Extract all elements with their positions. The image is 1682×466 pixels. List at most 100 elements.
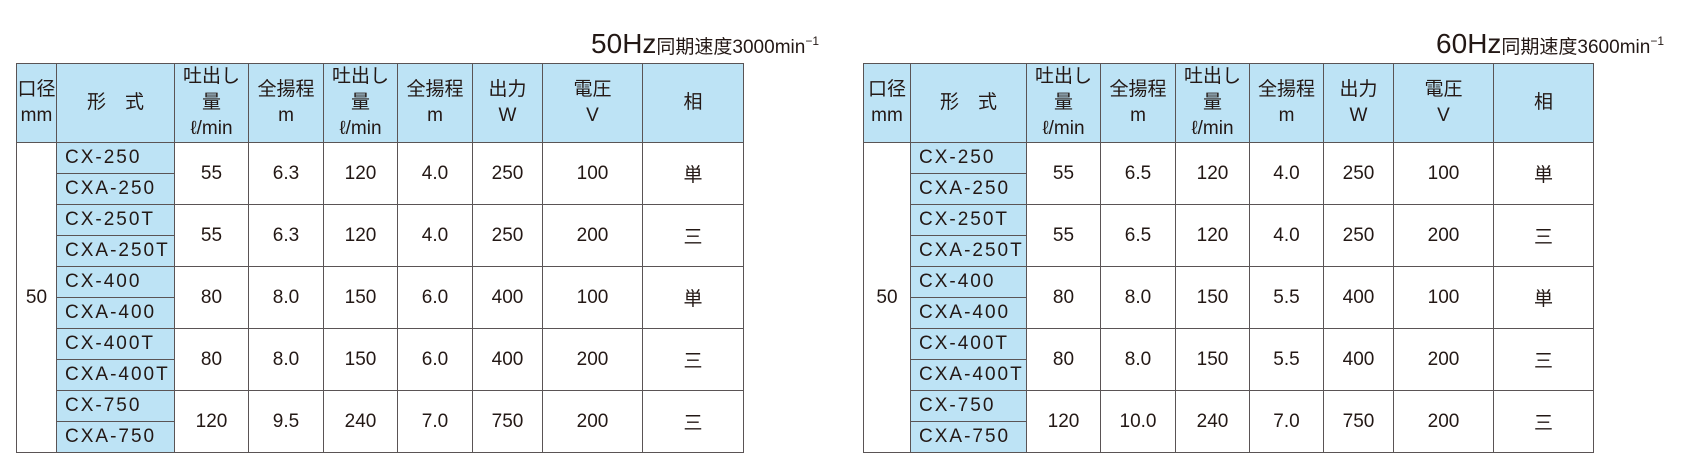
output-cell: 400	[1323, 328, 1394, 391]
output-cell: 250	[1323, 142, 1394, 205]
head-cell: 4.0	[1249, 142, 1324, 205]
table-row: CXA-250	[17, 173, 820, 205]
flow-cell: 240	[1175, 390, 1250, 453]
head-cell: 7.0	[1249, 390, 1324, 453]
model-cell: CXA-750	[56, 421, 175, 453]
model-cell: CX-250T	[56, 204, 175, 236]
table-row: CXA-400T	[17, 359, 820, 391]
table-row: CX-400T 80 8.0 150 6.0 400 200 三	[17, 328, 820, 391]
header-flow: 吐出し量 ℓ/min	[323, 63, 398, 143]
flow-cell: 150	[1175, 328, 1250, 391]
head-cell: 4.0	[1249, 204, 1324, 267]
flow-cell: 120	[1026, 390, 1101, 453]
model-cell: CX-400T	[910, 328, 1027, 360]
head-cell: 9.5	[248, 390, 324, 453]
output-cell: 750	[472, 390, 543, 453]
header-model: 形 式	[56, 63, 175, 143]
head-cell: 6.5	[1100, 142, 1176, 205]
voltage-cell: 200	[542, 390, 643, 453]
head-cell: 6.0	[397, 328, 473, 391]
flow-cell: 240	[323, 390, 398, 453]
table-row: CXA-250T	[864, 235, 1665, 267]
head-cell: 6.3	[248, 142, 324, 205]
table-title: 50Hz同期速度3000min−1	[591, 28, 819, 59]
header-flow: 吐出し量 ℓ/min	[174, 63, 249, 143]
header-head: 全揚程 m	[248, 63, 324, 143]
voltage-cell: 200	[1393, 390, 1494, 453]
phase-cell: 三	[1493, 390, 1594, 453]
head-cell: 10.0	[1100, 390, 1176, 453]
flow-cell: 120	[323, 204, 398, 267]
head-cell: 7.0	[397, 390, 473, 453]
flow-cell: 150	[323, 266, 398, 329]
spec-table-60Hz: 60Hz同期速度3600min−1 口径 mm 形 式 吐出し量 ℓ/min 全揚程…	[863, 0, 1664, 466]
phase-cell: 単	[642, 266, 744, 329]
header-phase: 相	[642, 63, 744, 143]
phase-cell: 単	[642, 142, 744, 205]
model-cell: CX-400	[56, 266, 175, 298]
table-row: CX-750 120 9.5 240 7.0 750 200 三	[17, 390, 820, 453]
head-cell: 4.0	[397, 142, 473, 205]
model-cell: CX-400	[910, 266, 1027, 298]
table-row: CXA-400T	[864, 359, 1665, 391]
output-cell: 400	[472, 266, 543, 329]
flow-cell: 150	[323, 328, 398, 391]
voltage-cell: 100	[1393, 142, 1494, 205]
header-head: 全揚程 m	[1249, 63, 1324, 143]
table-row: CX-750 120 10.0 240 7.0 750 200 三	[864, 390, 1665, 453]
model-cell: CXA-400T	[910, 359, 1027, 391]
flow-cell: 80	[1026, 328, 1101, 391]
table-row: CXA-400	[864, 297, 1665, 329]
header-flow: 吐出し量 ℓ/min	[1026, 63, 1101, 143]
table-row: CXA-250T	[17, 235, 820, 267]
model-cell: CXA-250T	[56, 235, 175, 267]
phase-cell: 単	[1493, 266, 1594, 329]
head-cell: 8.0	[248, 328, 324, 391]
head-cell: 6.3	[248, 204, 324, 267]
head-cell: 8.0	[1100, 266, 1176, 329]
voltage-cell: 100	[542, 142, 643, 205]
flow-cell: 80	[1026, 266, 1101, 329]
output-cell: 750	[1323, 390, 1394, 453]
head-cell: 8.0	[248, 266, 324, 329]
header-voltage: 電圧 V	[542, 63, 643, 143]
flow-cell: 80	[174, 328, 249, 391]
model-cell: CXA-250T	[910, 235, 1027, 267]
flow-cell: 120	[323, 142, 398, 205]
flow-cell: 150	[1175, 266, 1250, 329]
header-model: 形 式	[910, 63, 1027, 143]
head-cell: 4.0	[397, 204, 473, 267]
table-row: CX-400T 80 8.0 150 5.5 400 200 三	[864, 328, 1665, 391]
phase-cell: 三	[1493, 328, 1594, 391]
flow-cell: 55	[1026, 204, 1101, 267]
model-cell: CX-750	[910, 390, 1027, 422]
model-cell: CX-250T	[910, 204, 1027, 236]
model-cell: CXA-400	[56, 297, 175, 329]
output-cell: 400	[472, 328, 543, 391]
table-title: 60Hz同期速度3600min−1	[1436, 28, 1664, 59]
header-row: 口径 mm 形 式 吐出し量 ℓ/min 全揚程 m 吐出し量 ℓ/min 全揚程 m 出…	[16, 63, 820, 143]
model-cell: CXA-400	[910, 297, 1027, 329]
header-bore: 口径 mm	[863, 63, 911, 143]
bore-cell: 50	[863, 142, 911, 453]
phase-cell: 三	[642, 390, 744, 453]
phase-cell: 三	[642, 204, 744, 267]
head-cell: 6.0	[397, 266, 473, 329]
voltage-cell: 100	[1393, 266, 1494, 329]
voltage-cell: 200	[542, 204, 643, 267]
header-output: 出力 W	[472, 63, 543, 143]
table-row: CXA-750	[864, 421, 1665, 453]
head-cell: 6.5	[1100, 204, 1176, 267]
header-flow: 吐出し量 ℓ/min	[1175, 63, 1250, 143]
table-row: CXA-750	[17, 421, 820, 453]
output-cell: 250	[472, 142, 543, 205]
voltage-cell: 100	[542, 266, 643, 329]
flow-cell: 120	[1175, 142, 1250, 205]
header-voltage: 電圧 V	[1393, 63, 1494, 143]
model-cell: CX-750	[56, 390, 175, 422]
phase-cell: 三	[642, 328, 744, 391]
header-head: 全揚程 m	[1100, 63, 1176, 143]
flow-cell: 120	[174, 390, 249, 453]
output-cell: 400	[1323, 266, 1394, 329]
output-cell: 250	[472, 204, 543, 267]
